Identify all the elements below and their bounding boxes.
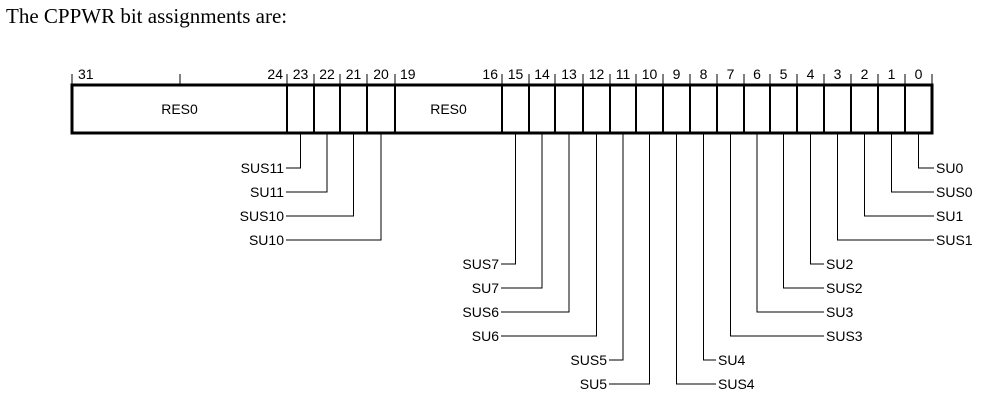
bit-number-12: 12 <box>589 66 605 82</box>
signal-line-bit-6 <box>756 133 824 313</box>
reserved-field-label: RES0 <box>430 101 467 117</box>
signal-label-sus1: SUS1 <box>936 232 973 248</box>
signal-label-su11: SU11 <box>250 184 284 200</box>
signal-line-bit-20 <box>286 133 382 241</box>
bit-number-7: 7 <box>727 66 735 82</box>
bit-number-23: 23 <box>293 66 309 82</box>
bit-number-14: 14 <box>534 66 550 82</box>
signal-label-sus10: SUS10 <box>240 208 285 224</box>
signal-label-su4: SU4 <box>718 352 745 368</box>
bit-number-5: 5 <box>780 66 788 82</box>
bit-number-8: 8 <box>700 66 708 82</box>
bit-number-24: 24 <box>267 66 283 82</box>
signal-line-bit-23 <box>286 133 301 169</box>
signal-label-sus7: SUS7 <box>462 256 499 272</box>
signal-label-su5: SU5 <box>580 376 607 392</box>
signal-line-bit-11 <box>609 133 624 361</box>
bit-number-13: 13 <box>561 66 577 82</box>
signal-label-sus2: SUS2 <box>826 280 863 296</box>
signal-line-bit-14 <box>501 133 543 289</box>
bit-number-31: 31 <box>78 66 94 82</box>
bit-number-6: 6 <box>753 66 761 82</box>
bit-number-0: 0 <box>915 66 923 82</box>
signal-label-su0: SU0 <box>936 160 963 176</box>
signal-line-bit-21 <box>286 133 354 217</box>
signal-line-bit-15 <box>501 133 516 265</box>
signal-line-bit-3 <box>837 133 934 241</box>
signal-line-bit-1 <box>891 133 934 193</box>
signal-label-sus11: SUS11 <box>241 160 285 176</box>
reserved-fields: RES0 RES0 <box>161 101 467 117</box>
bit-number-22: 22 <box>319 66 335 82</box>
signal-callouts: SUS11 SU11 SUS10 SU10 SUS7 SU7 SUS6 SU6 SUS5 SU5 S… <box>240 133 973 392</box>
signal-label-su2: SU2 <box>826 256 853 272</box>
bit-number-4: 4 <box>807 66 815 82</box>
bit-numbers: 31 24 23 22 21 20 19 16 15 14 13 12 11 10 9 8 7 6 5 4 3 2 1 0 <box>78 66 923 82</box>
signal-label-su6: SU6 <box>472 328 499 344</box>
bit-number-1: 1 <box>888 66 896 82</box>
signal-line-bit-13 <box>501 133 570 313</box>
signal-line-bit-5 <box>783 133 824 289</box>
signal-line-bit-7 <box>730 133 824 337</box>
signal-label-sus0: SUS0 <box>936 184 973 200</box>
signal-label-sus4: SUS4 <box>718 376 755 392</box>
bit-number-3: 3 <box>834 66 842 82</box>
signal-label-su1: SU1 <box>936 208 963 224</box>
signal-line-bit-0 <box>918 133 934 169</box>
reserved-field-label: RES0 <box>161 101 198 117</box>
signal-line-bit-8 <box>703 133 716 361</box>
signal-label-su3: SU3 <box>826 304 853 320</box>
signal-label-sus5: SUS5 <box>570 352 607 368</box>
signal-label-sus6: SUS6 <box>462 304 499 320</box>
signal-line-bit-12 <box>501 133 597 337</box>
signal-line-bit-22 <box>286 133 328 193</box>
signal-label-su10: SU10 <box>249 232 284 248</box>
heading: The CPPWR bit assignments are: <box>6 4 288 28</box>
bit-number-19: 19 <box>400 66 416 82</box>
register-box <box>70 74 934 135</box>
bit-number-16: 16 <box>482 66 498 82</box>
signal-line-bit-10 <box>609 133 650 385</box>
signal-line-bit-4 <box>810 133 824 265</box>
signal-label-sus3: SUS3 <box>826 328 863 344</box>
bit-number-20: 20 <box>373 66 389 82</box>
bit-number-2: 2 <box>861 66 869 82</box>
bit-number-11: 11 <box>616 66 631 82</box>
signal-line-bit-2 <box>864 133 934 217</box>
bit-number-10: 10 <box>642 66 658 82</box>
signal-line-bit-9 <box>676 133 716 385</box>
bit-number-15: 15 <box>508 66 524 82</box>
bit-number-9: 9 <box>673 66 681 82</box>
bit-number-21: 21 <box>346 66 362 82</box>
signal-label-su7: SU7 <box>472 280 499 296</box>
